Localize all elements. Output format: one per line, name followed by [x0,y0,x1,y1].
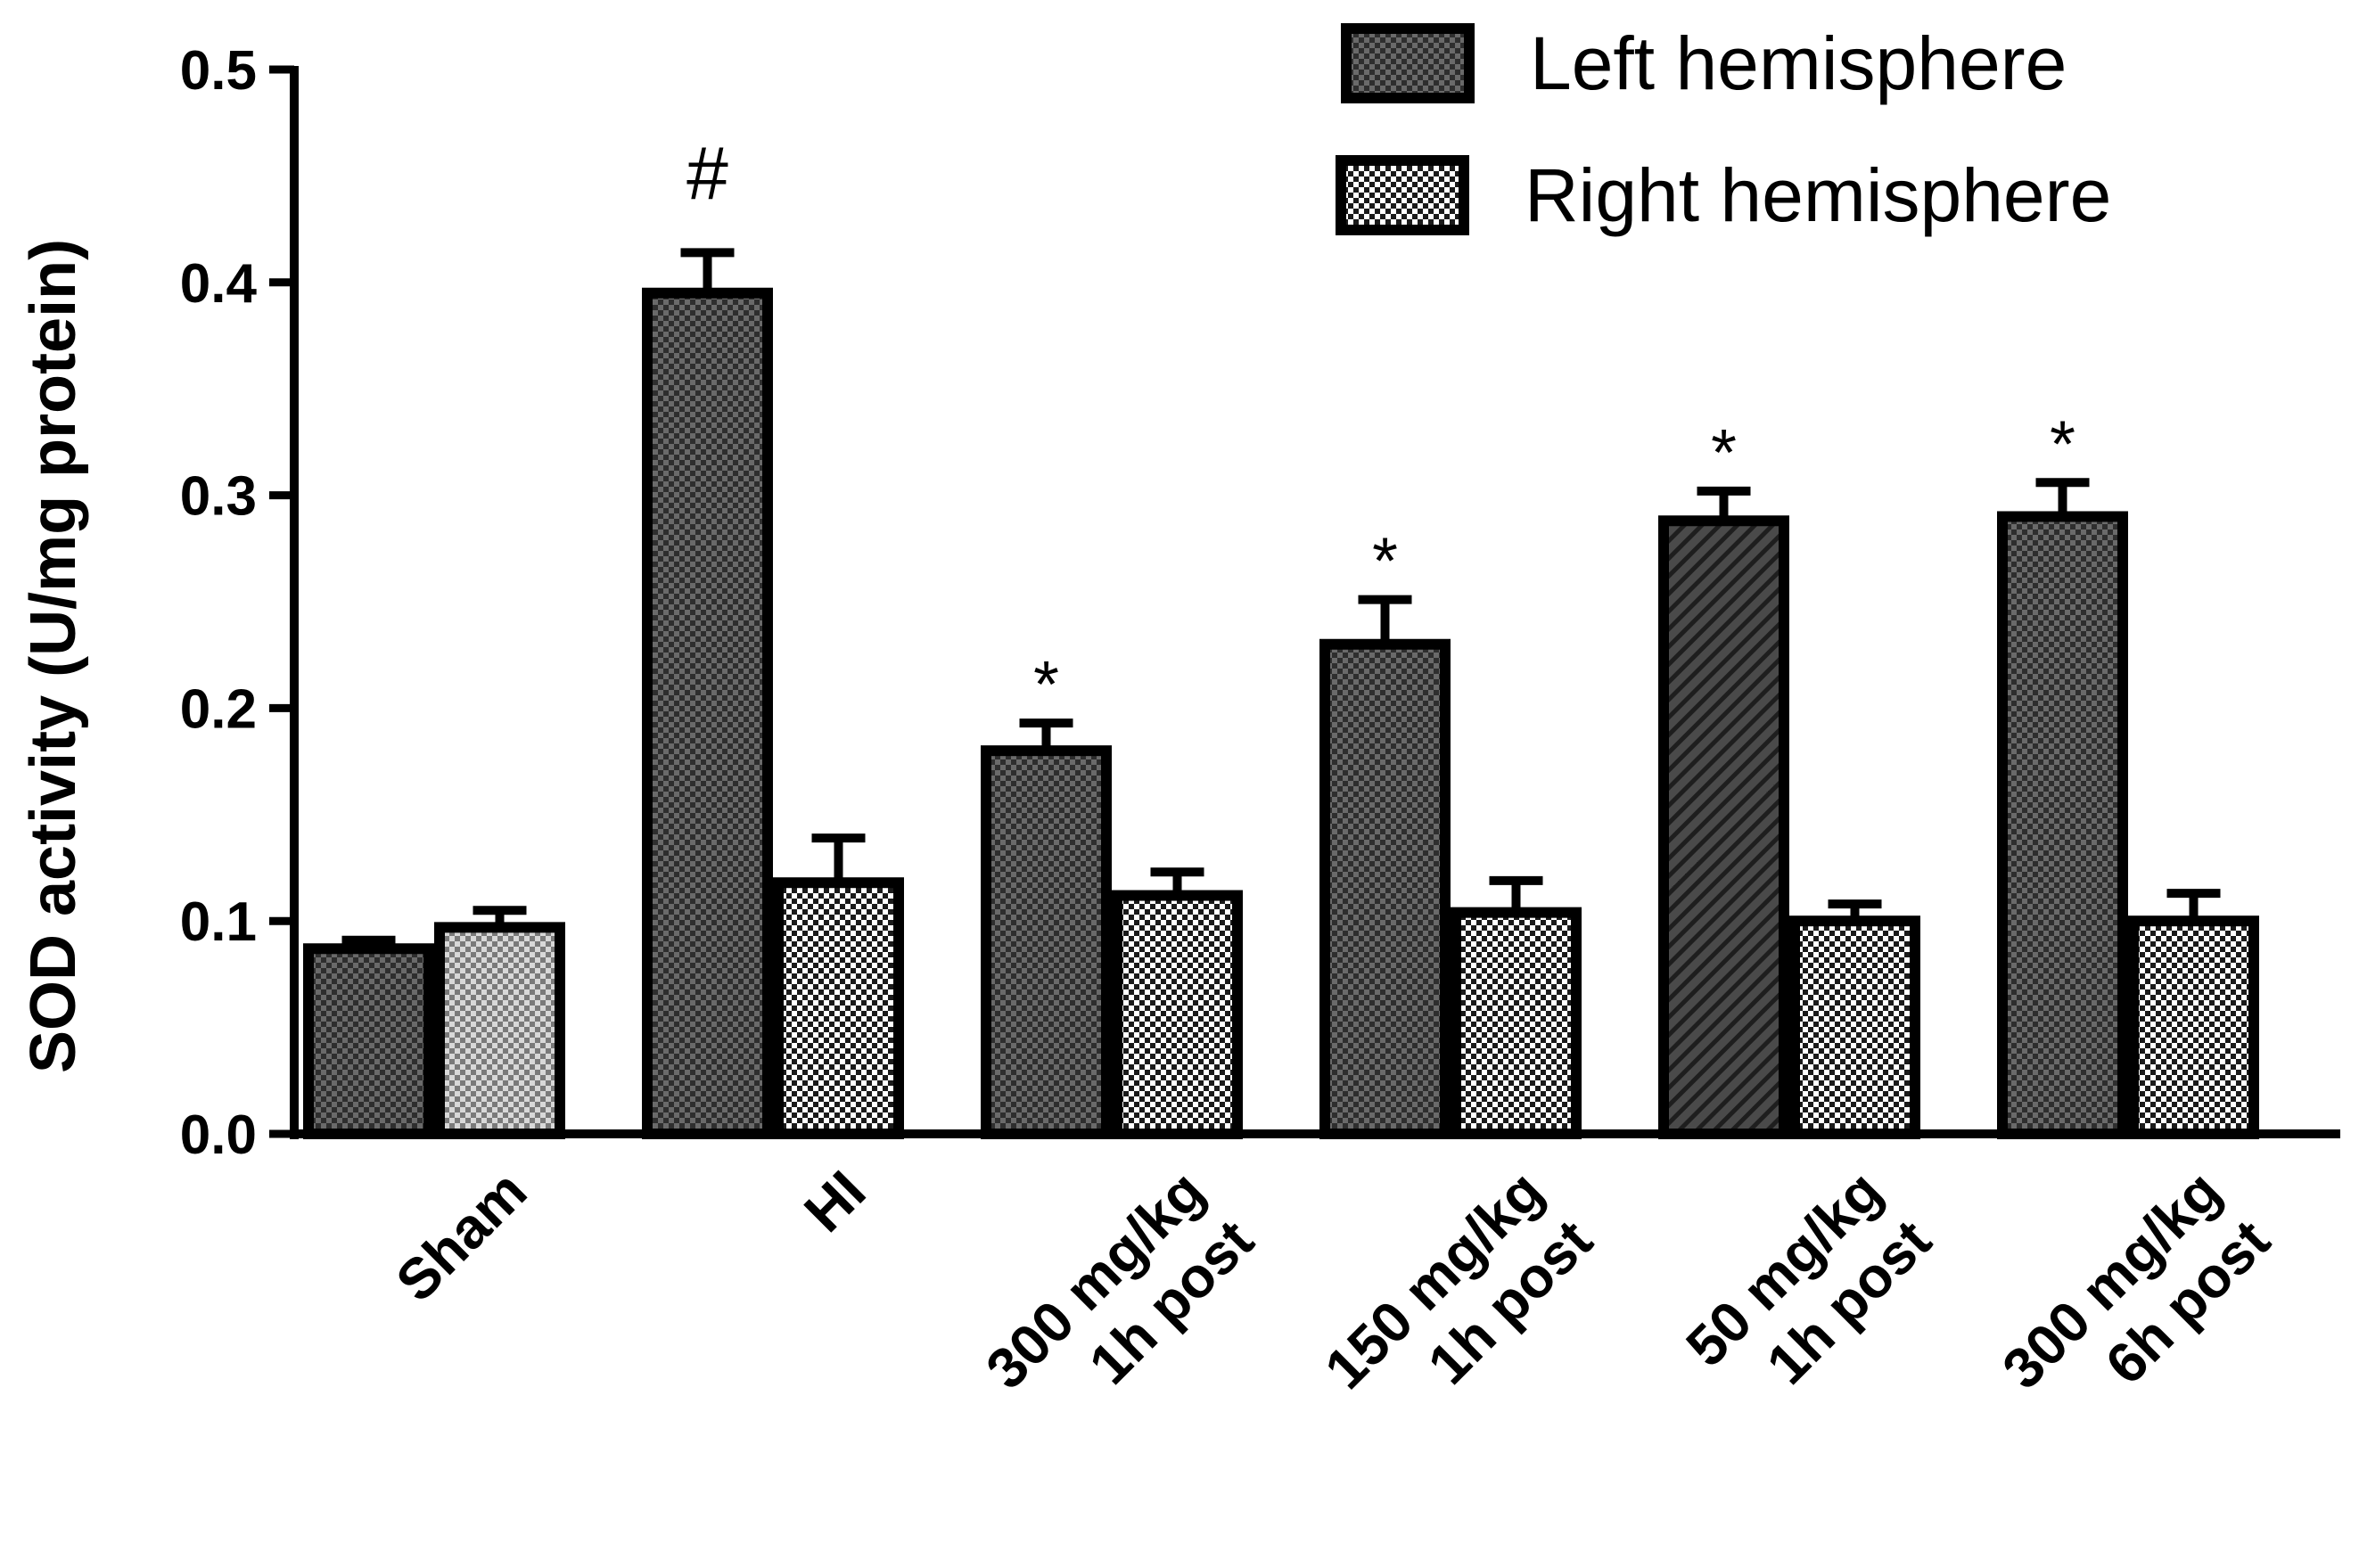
legend-swatch-right-hemisphere [1336,155,1469,235]
category-label-line: HI [792,1159,877,1244]
y-tick-label: 0.5 [180,40,257,102]
bar-150-mg-kg-1h-post-right [1451,907,1582,1140]
annotation-300-mg-kg-1h-post: * [1033,647,1059,721]
legend: Left hemisphere Right hemisphere [1336,21,2111,237]
bar-hi-right [773,877,904,1139]
category-label-sham: Sham [383,1159,538,1314]
annotation-150-mg-kg-1h-post: * [1372,524,1398,598]
bar-300-mg-kg-1h-post-right [1112,890,1243,1139]
legend-label-left-hemisphere: Left hemisphere [1530,21,2067,105]
bar-300-mg-kg-1h-post-left [981,745,1112,1139]
bars [303,287,2259,1140]
category-label-line: Sham [383,1159,538,1314]
y-tick-label: 0.3 [180,466,257,528]
legend-label-right-hemisphere: Right hemisphere [1525,153,2111,237]
legend-swatch-left-hemisphere [1341,23,1475,103]
bar-300-mg-kg-6h-post-left [1997,511,2128,1139]
bar-150-mg-kg-1h-post-left [1319,638,1451,1139]
bar-sham-right [434,922,565,1140]
bar-300-mg-kg-6h-post-right [2128,915,2259,1139]
y-axis-label: SOD activity (U/mg protein) [18,239,89,1073]
y-tick-label: 0.2 [180,678,257,740]
y-tick-label: 0.0 [180,1104,257,1166]
bar-hi-left [642,287,773,1139]
bar-50-mg-kg-1h-post-left [1658,515,1789,1139]
axes: 0.0 0.1 0.2 0.3 0.4 0.5 [180,40,2340,1166]
annotation-300-mg-kg-6h-post: * [2050,406,2075,480]
y-tick-label: 0.1 [180,891,257,953]
bar-sham-left [303,943,434,1140]
annotation-hi: # [686,131,728,215]
category-label-hi: HI [792,1159,877,1244]
annotation-50-mg-kg-1h-post: * [1711,415,1737,489]
y-tick-label: 0.4 [180,253,258,315]
error-bars [341,248,2221,949]
bar-50-mg-kg-1h-post-right [1789,915,1920,1139]
significance-annotations: # * * * * [686,131,2075,721]
